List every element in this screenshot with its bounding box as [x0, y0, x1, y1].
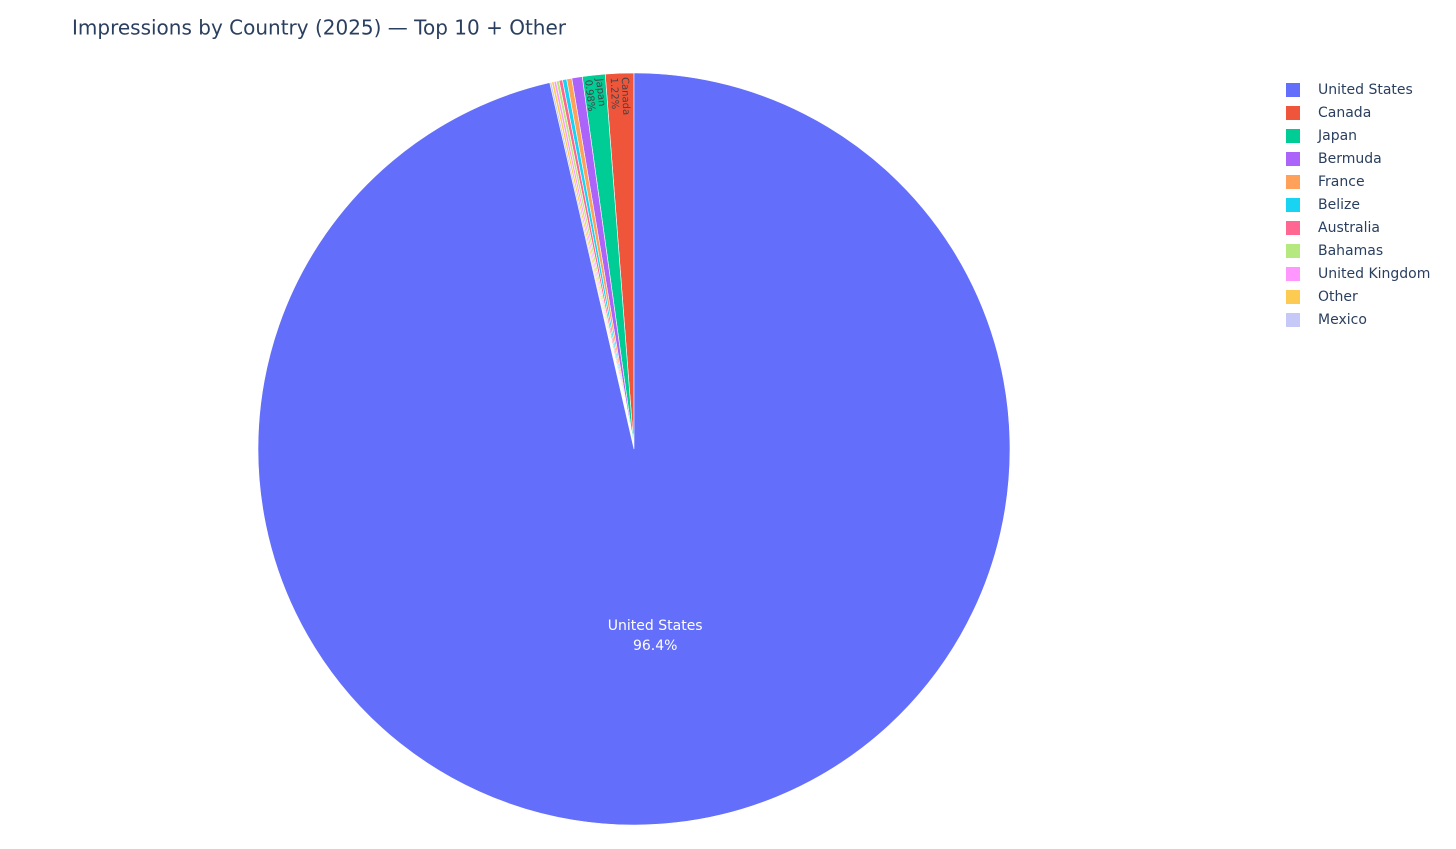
legend-swatch — [1286, 198, 1300, 212]
legend-label: Belize — [1318, 197, 1360, 213]
legend-label: Japan — [1317, 128, 1357, 144]
legend-swatch — [1286, 313, 1300, 327]
legend-label: France — [1318, 174, 1365, 190]
slice-label: United States — [608, 618, 703, 634]
legend-label: Canada — [1318, 105, 1371, 121]
legend-swatch — [1286, 129, 1300, 143]
legend-swatch — [1286, 290, 1300, 304]
legend-label: Other — [1318, 289, 1358, 305]
chart-title: Impressions by Country (2025) — Top 10 +… — [72, 16, 567, 40]
pie-slice — [257, 72, 1011, 826]
slice-value: 1.22% — [608, 77, 620, 109]
legend-label: United Kingdom — [1318, 266, 1430, 282]
legend-swatch — [1286, 83, 1300, 97]
legend-swatch — [1286, 244, 1300, 258]
slice-label: Japan — [593, 77, 607, 107]
legend-label: Australia — [1318, 220, 1380, 236]
legend-label: Bahamas — [1318, 243, 1383, 259]
legend-label: United States — [1318, 82, 1413, 98]
legend-swatch — [1286, 221, 1300, 235]
legend-swatch — [1286, 106, 1300, 120]
legend-swatch — [1286, 152, 1300, 166]
legend-label: Bermuda — [1318, 151, 1382, 167]
legend-label: Mexico — [1318, 312, 1367, 328]
legend-swatch — [1286, 267, 1300, 281]
slice-label: Canada — [619, 77, 631, 115]
slice-value: 96.4% — [633, 638, 677, 654]
legend-swatch — [1286, 175, 1300, 189]
